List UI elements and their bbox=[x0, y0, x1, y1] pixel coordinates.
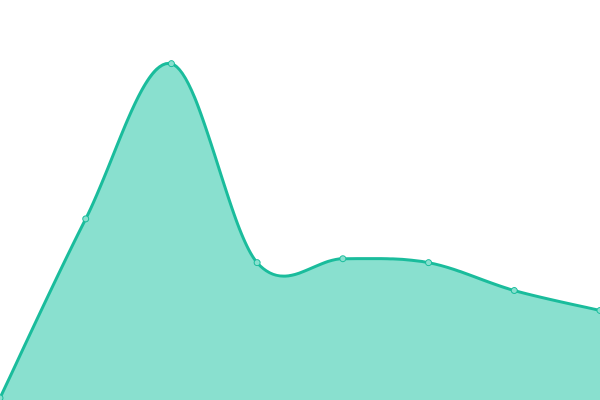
area-fill bbox=[0, 63, 600, 400]
data-point bbox=[253, 259, 261, 267]
data-markers bbox=[0, 60, 600, 400]
data-point bbox=[167, 60, 175, 68]
data-point bbox=[339, 255, 347, 263]
data-point bbox=[0, 394, 4, 400]
data-point bbox=[596, 306, 600, 314]
data-point bbox=[510, 287, 518, 295]
data-point bbox=[425, 259, 433, 267]
data-point bbox=[82, 215, 90, 223]
